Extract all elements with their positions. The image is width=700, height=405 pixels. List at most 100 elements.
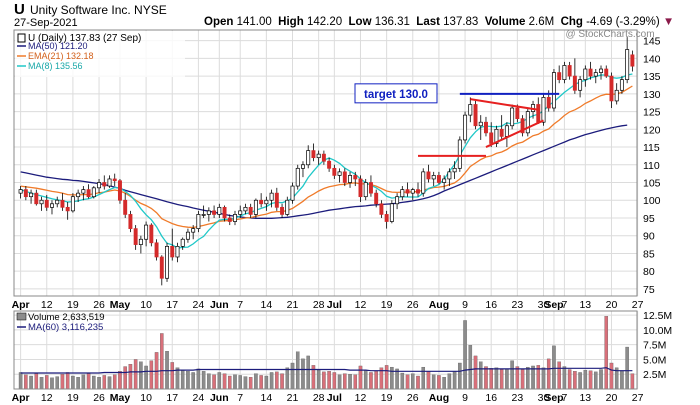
price-tick-label: 95 <box>643 213 655 225</box>
date-tick-label: 14 <box>261 392 273 404</box>
volume-bar <box>348 374 352 390</box>
volume-bar <box>604 316 609 390</box>
date-tick-label: 26 <box>407 299 419 311</box>
volume-bar <box>463 320 467 390</box>
volume-bar <box>505 368 509 390</box>
date-tick-label: 19 <box>381 392 393 404</box>
candle-body <box>81 189 86 194</box>
candle-body <box>337 171 342 176</box>
volume-bar <box>625 346 629 390</box>
volume-bar <box>573 371 577 390</box>
candle-body <box>70 196 75 212</box>
date-tick-label: Aug <box>429 299 449 311</box>
volume-bar <box>264 375 269 390</box>
price-panel-border <box>13 29 638 297</box>
candle-body <box>138 238 143 245</box>
volume-bars <box>18 316 635 390</box>
candle-body <box>379 203 384 215</box>
candle-body <box>368 182 373 194</box>
legend-ma50: MA(50) 121.20 <box>28 41 88 51</box>
volume-bar <box>186 371 190 390</box>
candle-body <box>342 171 347 183</box>
date-tick-label: Aug <box>429 392 449 404</box>
volume-bar <box>437 375 441 390</box>
date-tick-label: 27 <box>632 392 644 404</box>
date-tick-label: 26 <box>93 299 105 311</box>
volume-bar <box>322 371 326 390</box>
candle-body <box>468 104 473 116</box>
chart-header: U Unity Software Inc. NYSE 27-Sep-2021 O… <box>0 0 700 30</box>
volume-ma60-line <box>20 367 633 374</box>
chg-label: Chg <box>560 16 583 28</box>
date-tick-label: 26 <box>93 392 105 404</box>
down-arrow-icon: ▼ <box>662 16 675 28</box>
volume-bar <box>395 368 399 390</box>
volume-bar <box>562 366 567 390</box>
last-label: Last <box>416 16 440 28</box>
volume-bar <box>578 372 582 390</box>
candle-body <box>280 206 285 215</box>
volume-bar <box>60 374 65 390</box>
candle-body <box>97 182 102 189</box>
candle-body <box>44 199 49 208</box>
date-tick-label: Sep <box>544 392 563 404</box>
volume-bar <box>280 373 284 390</box>
volume-bar <box>588 370 593 390</box>
volume-bar <box>191 372 195 390</box>
candle-body <box>541 97 546 123</box>
price-tick-label: 85 <box>643 248 655 260</box>
candle-body <box>536 104 541 123</box>
candle-body <box>23 189 28 198</box>
volume-bar <box>520 369 525 390</box>
volume-bar <box>295 351 300 390</box>
volume-bar <box>39 377 44 390</box>
volume-bar <box>92 375 96 390</box>
volume-bar <box>175 367 180 390</box>
volume-bar <box>123 366 127 390</box>
candle-body <box>117 180 122 201</box>
volume-bar <box>306 355 310 390</box>
price-grid <box>14 30 639 296</box>
date-tick-label: 7 <box>237 392 243 404</box>
candle-body <box>421 171 426 194</box>
candle-body <box>578 79 583 91</box>
candle-body <box>353 175 358 180</box>
volume-bar <box>128 364 133 390</box>
axes: 7580859095100105110115120125130135140145… <box>12 36 673 404</box>
volume-bar <box>102 375 107 390</box>
candle-body <box>431 175 436 180</box>
candle-body <box>212 210 217 215</box>
candle-body <box>510 107 515 127</box>
candle-body <box>34 192 39 205</box>
legend-ma8: MA(8) 135.56 <box>28 61 83 71</box>
date-tick-label: 19 <box>67 392 79 404</box>
date-tick-label: Sep <box>544 299 563 311</box>
candle-body <box>248 206 253 215</box>
volume-bar <box>374 371 378 390</box>
date-tick-label: 28 <box>313 392 325 404</box>
date-tick-label: May <box>110 299 131 311</box>
date-tick-label: 16 <box>485 392 497 404</box>
candle-body <box>149 224 154 244</box>
candle-body <box>180 238 185 247</box>
candle-body <box>551 72 556 109</box>
volume-bar <box>327 371 331 390</box>
date-tick-label: Jul <box>327 299 342 311</box>
volume-bar <box>343 373 347 390</box>
volume-bar <box>442 377 446 390</box>
candle-body <box>484 121 488 134</box>
candle-body <box>452 167 457 173</box>
candle-body <box>306 150 311 166</box>
candle-body <box>191 228 196 233</box>
price-tick-label: 110 <box>643 160 660 172</box>
date-tick-label: 13 <box>579 392 591 404</box>
volume-bar <box>599 369 603 390</box>
candle-body <box>374 192 379 205</box>
price-tick-label: 125 <box>643 107 661 119</box>
date-tick-label: 26 <box>407 392 419 404</box>
volume-bar <box>390 366 394 390</box>
candle-body <box>400 189 405 198</box>
volume-tick-label: 5.0M <box>643 354 666 366</box>
date-tick-label: 27 <box>632 299 644 311</box>
candle-body <box>222 206 227 219</box>
